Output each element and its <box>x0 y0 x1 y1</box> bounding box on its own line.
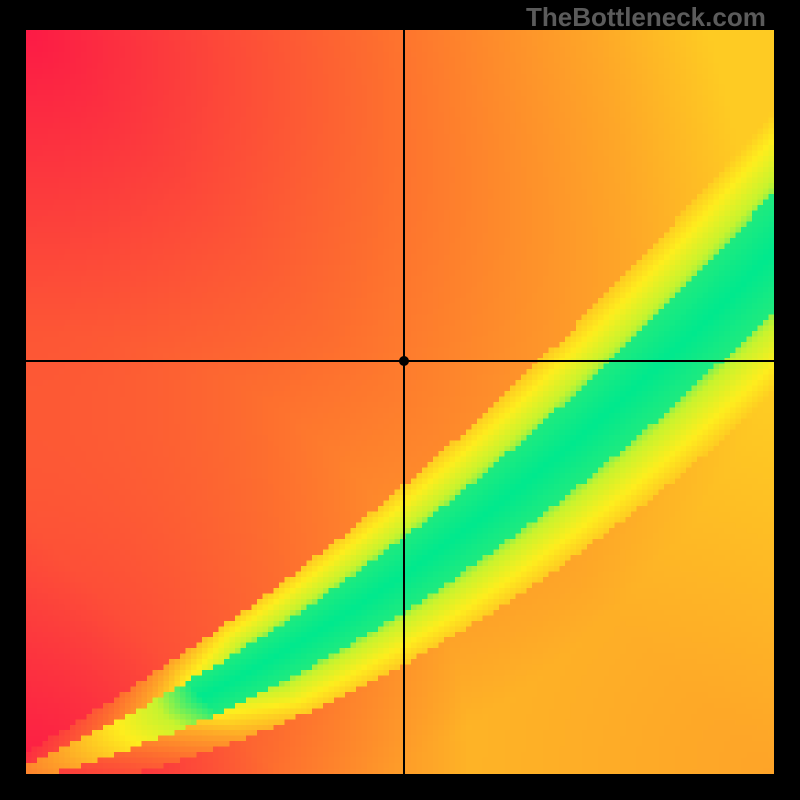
watermark-text: TheBottleneck.com <box>526 2 766 33</box>
bottleneck-heatmap <box>26 30 774 774</box>
crosshair-vertical <box>403 30 405 774</box>
crosshair-dot <box>399 356 409 366</box>
